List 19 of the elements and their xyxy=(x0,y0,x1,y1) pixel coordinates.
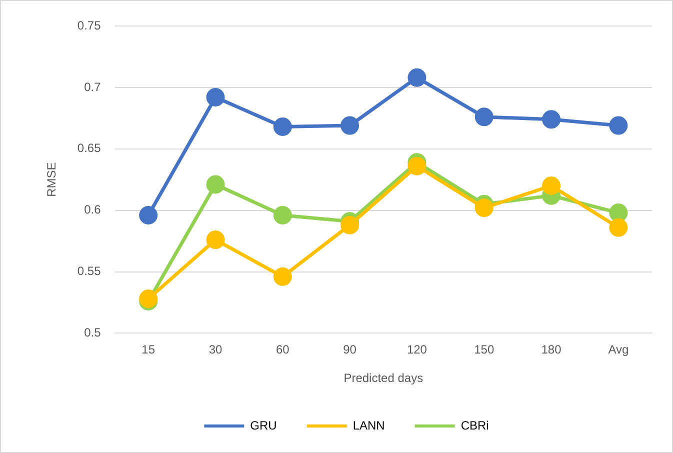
x-axis-title: Predicted days xyxy=(344,371,424,386)
x-tick-label: Avg xyxy=(608,342,629,357)
legend-label: GRU xyxy=(250,418,277,432)
y-tick-label: 0.65 xyxy=(77,141,102,156)
x-tick-label: 15 xyxy=(142,342,156,357)
x-tick-label: 60 xyxy=(276,342,290,357)
legend-label: LANN xyxy=(352,418,385,432)
legend-label: CBRi xyxy=(460,418,489,432)
x-tick-label: 120 xyxy=(406,342,428,357)
y-axis-title: RMSE xyxy=(44,162,59,197)
y-tick-label: 0.6 xyxy=(84,202,102,217)
x-tick-label: 150 xyxy=(474,342,494,357)
y-tick-label: 0.75 xyxy=(77,18,102,32)
x-tick-label: 90 xyxy=(343,342,357,357)
x-tick-label: 30 xyxy=(208,342,222,357)
x-tick-label: 180 xyxy=(541,342,562,357)
y-tick-label: 0.55 xyxy=(77,264,102,278)
y-tick-label: 0.5 xyxy=(84,326,102,340)
y-tick-label: 0.7 xyxy=(84,80,102,94)
